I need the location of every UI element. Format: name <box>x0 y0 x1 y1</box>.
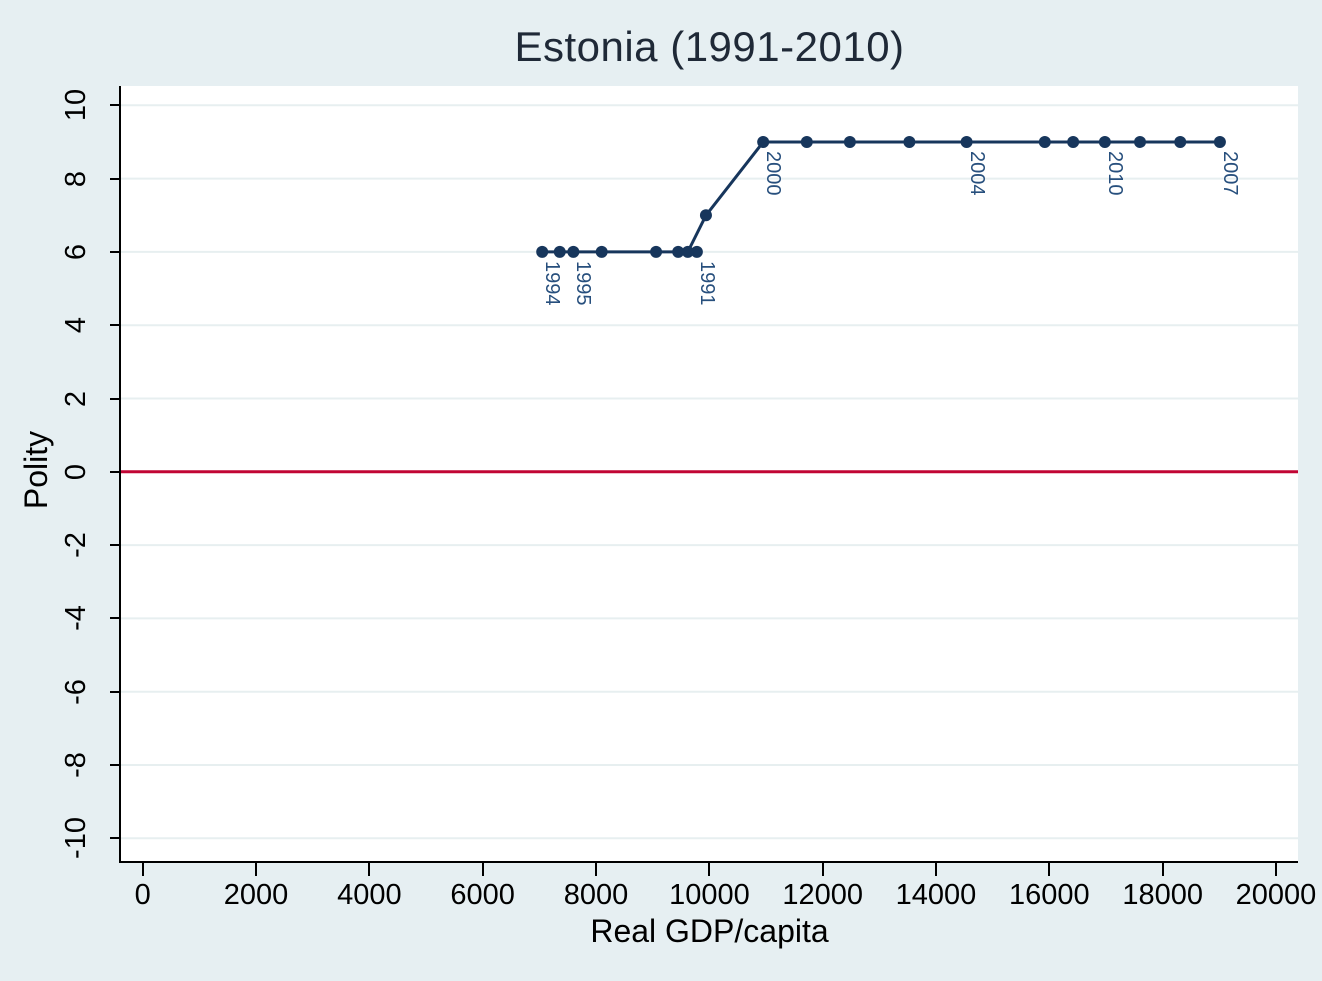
x-tick-label-14000: 14000 <box>895 879 977 911</box>
y-tick-6 <box>110 250 120 253</box>
point-label-2000: 2000 <box>762 151 785 196</box>
y-tick--10 <box>110 837 120 840</box>
x-tick-16000 <box>1048 862 1051 876</box>
y-tick-0 <box>110 470 120 473</box>
x-tick-0 <box>141 862 144 876</box>
x-tick-2000 <box>255 862 257 876</box>
x-tick-6000 <box>481 862 484 876</box>
y-tick--2 <box>110 544 120 547</box>
data-point-2006 <box>1134 135 1147 148</box>
x-tick-label-12000: 12000 <box>782 879 864 911</box>
y-tick-10 <box>110 104 120 107</box>
y-tick-label--6: -6 <box>59 678 92 705</box>
point-label-1995: 1995 <box>572 260 595 306</box>
x-tick-12000 <box>821 862 824 876</box>
y-tick--6 <box>110 690 120 693</box>
data-point-2009 <box>1038 135 1051 148</box>
data-point-1994 <box>536 245 549 258</box>
data-point-2010 <box>1098 135 1111 148</box>
x-tick-label-6000: 6000 <box>450 879 515 911</box>
data-point-1999 <box>699 209 712 222</box>
y-tick--4 <box>110 617 120 620</box>
x-tick-label-4000: 4000 <box>337 879 402 911</box>
x-tick-10000 <box>708 862 711 876</box>
point-label-2004: 2004 <box>965 151 988 196</box>
data-point-2008 <box>1174 135 1187 148</box>
y-tick-label--8: -8 <box>59 752 92 778</box>
point-label-2007: 2007 <box>1218 151 1241 196</box>
data-point-2003 <box>903 135 916 148</box>
x-tick-label-20000: 20000 <box>1235 879 1317 911</box>
y-tick-label-8: 8 <box>59 170 92 187</box>
x-tick-20000 <box>1275 862 1277 876</box>
data-point-1997 <box>650 245 663 258</box>
y-tick-label--4: -4 <box>59 605 92 632</box>
x-axis-title: Real GDP/capita <box>590 913 829 949</box>
y-tick-2 <box>110 397 120 400</box>
data-point-2002 <box>843 135 856 148</box>
point-label-1994: 1994 <box>541 260 564 306</box>
data-point-1996 <box>595 245 608 258</box>
y-tick-label-0: 0 <box>59 463 92 480</box>
x-tick-label-2000: 2000 <box>223 879 289 911</box>
y-tick-4 <box>110 324 120 327</box>
data-point-2000 <box>757 135 770 148</box>
polity-gdp-line-chart <box>121 104 1298 840</box>
y-tick-8 <box>110 177 120 180</box>
y-tick-label-4: 4 <box>59 317 92 334</box>
chart-title: Estonia (1991-2010) <box>514 23 905 70</box>
y-tick-label-2: 2 <box>59 390 92 407</box>
y-axis-line <box>119 86 121 863</box>
data-point-2004 <box>960 135 973 148</box>
y-tick--8 <box>110 764 120 766</box>
data-point-1995 <box>567 245 580 258</box>
y-tick-label--2: -2 <box>59 532 92 558</box>
x-tick-18000 <box>1161 862 1164 876</box>
data-point-1998 <box>681 245 694 258</box>
x-tick-label-0: 0 <box>134 879 151 911</box>
y-axis-title: Polity <box>17 430 54 510</box>
y-tick-label--10: -10 <box>59 817 92 860</box>
data-point-1991 <box>690 245 703 258</box>
x-tick-8000 <box>595 862 597 876</box>
x-tick-label-10000: 10000 <box>669 879 750 911</box>
data-point-2001 <box>800 135 813 148</box>
data-point-1992 <box>672 245 685 258</box>
x-tick-4000 <box>368 862 371 876</box>
x-tick-label-18000: 18000 <box>1122 879 1204 911</box>
data-point-1993 <box>553 245 566 258</box>
x-tick-14000 <box>935 862 937 876</box>
data-point-2005 <box>1067 135 1080 148</box>
point-label-2010: 2010 <box>1103 151 1126 196</box>
data-point-2007 <box>1213 135 1226 148</box>
x-tick-label-16000: 16000 <box>1008 879 1090 911</box>
x-tick-label-8000: 8000 <box>563 879 629 911</box>
point-label-1991: 1991 <box>695 260 718 306</box>
y-tick-label-10: 10 <box>59 89 92 122</box>
y-tick-label-6: 6 <box>59 243 92 260</box>
